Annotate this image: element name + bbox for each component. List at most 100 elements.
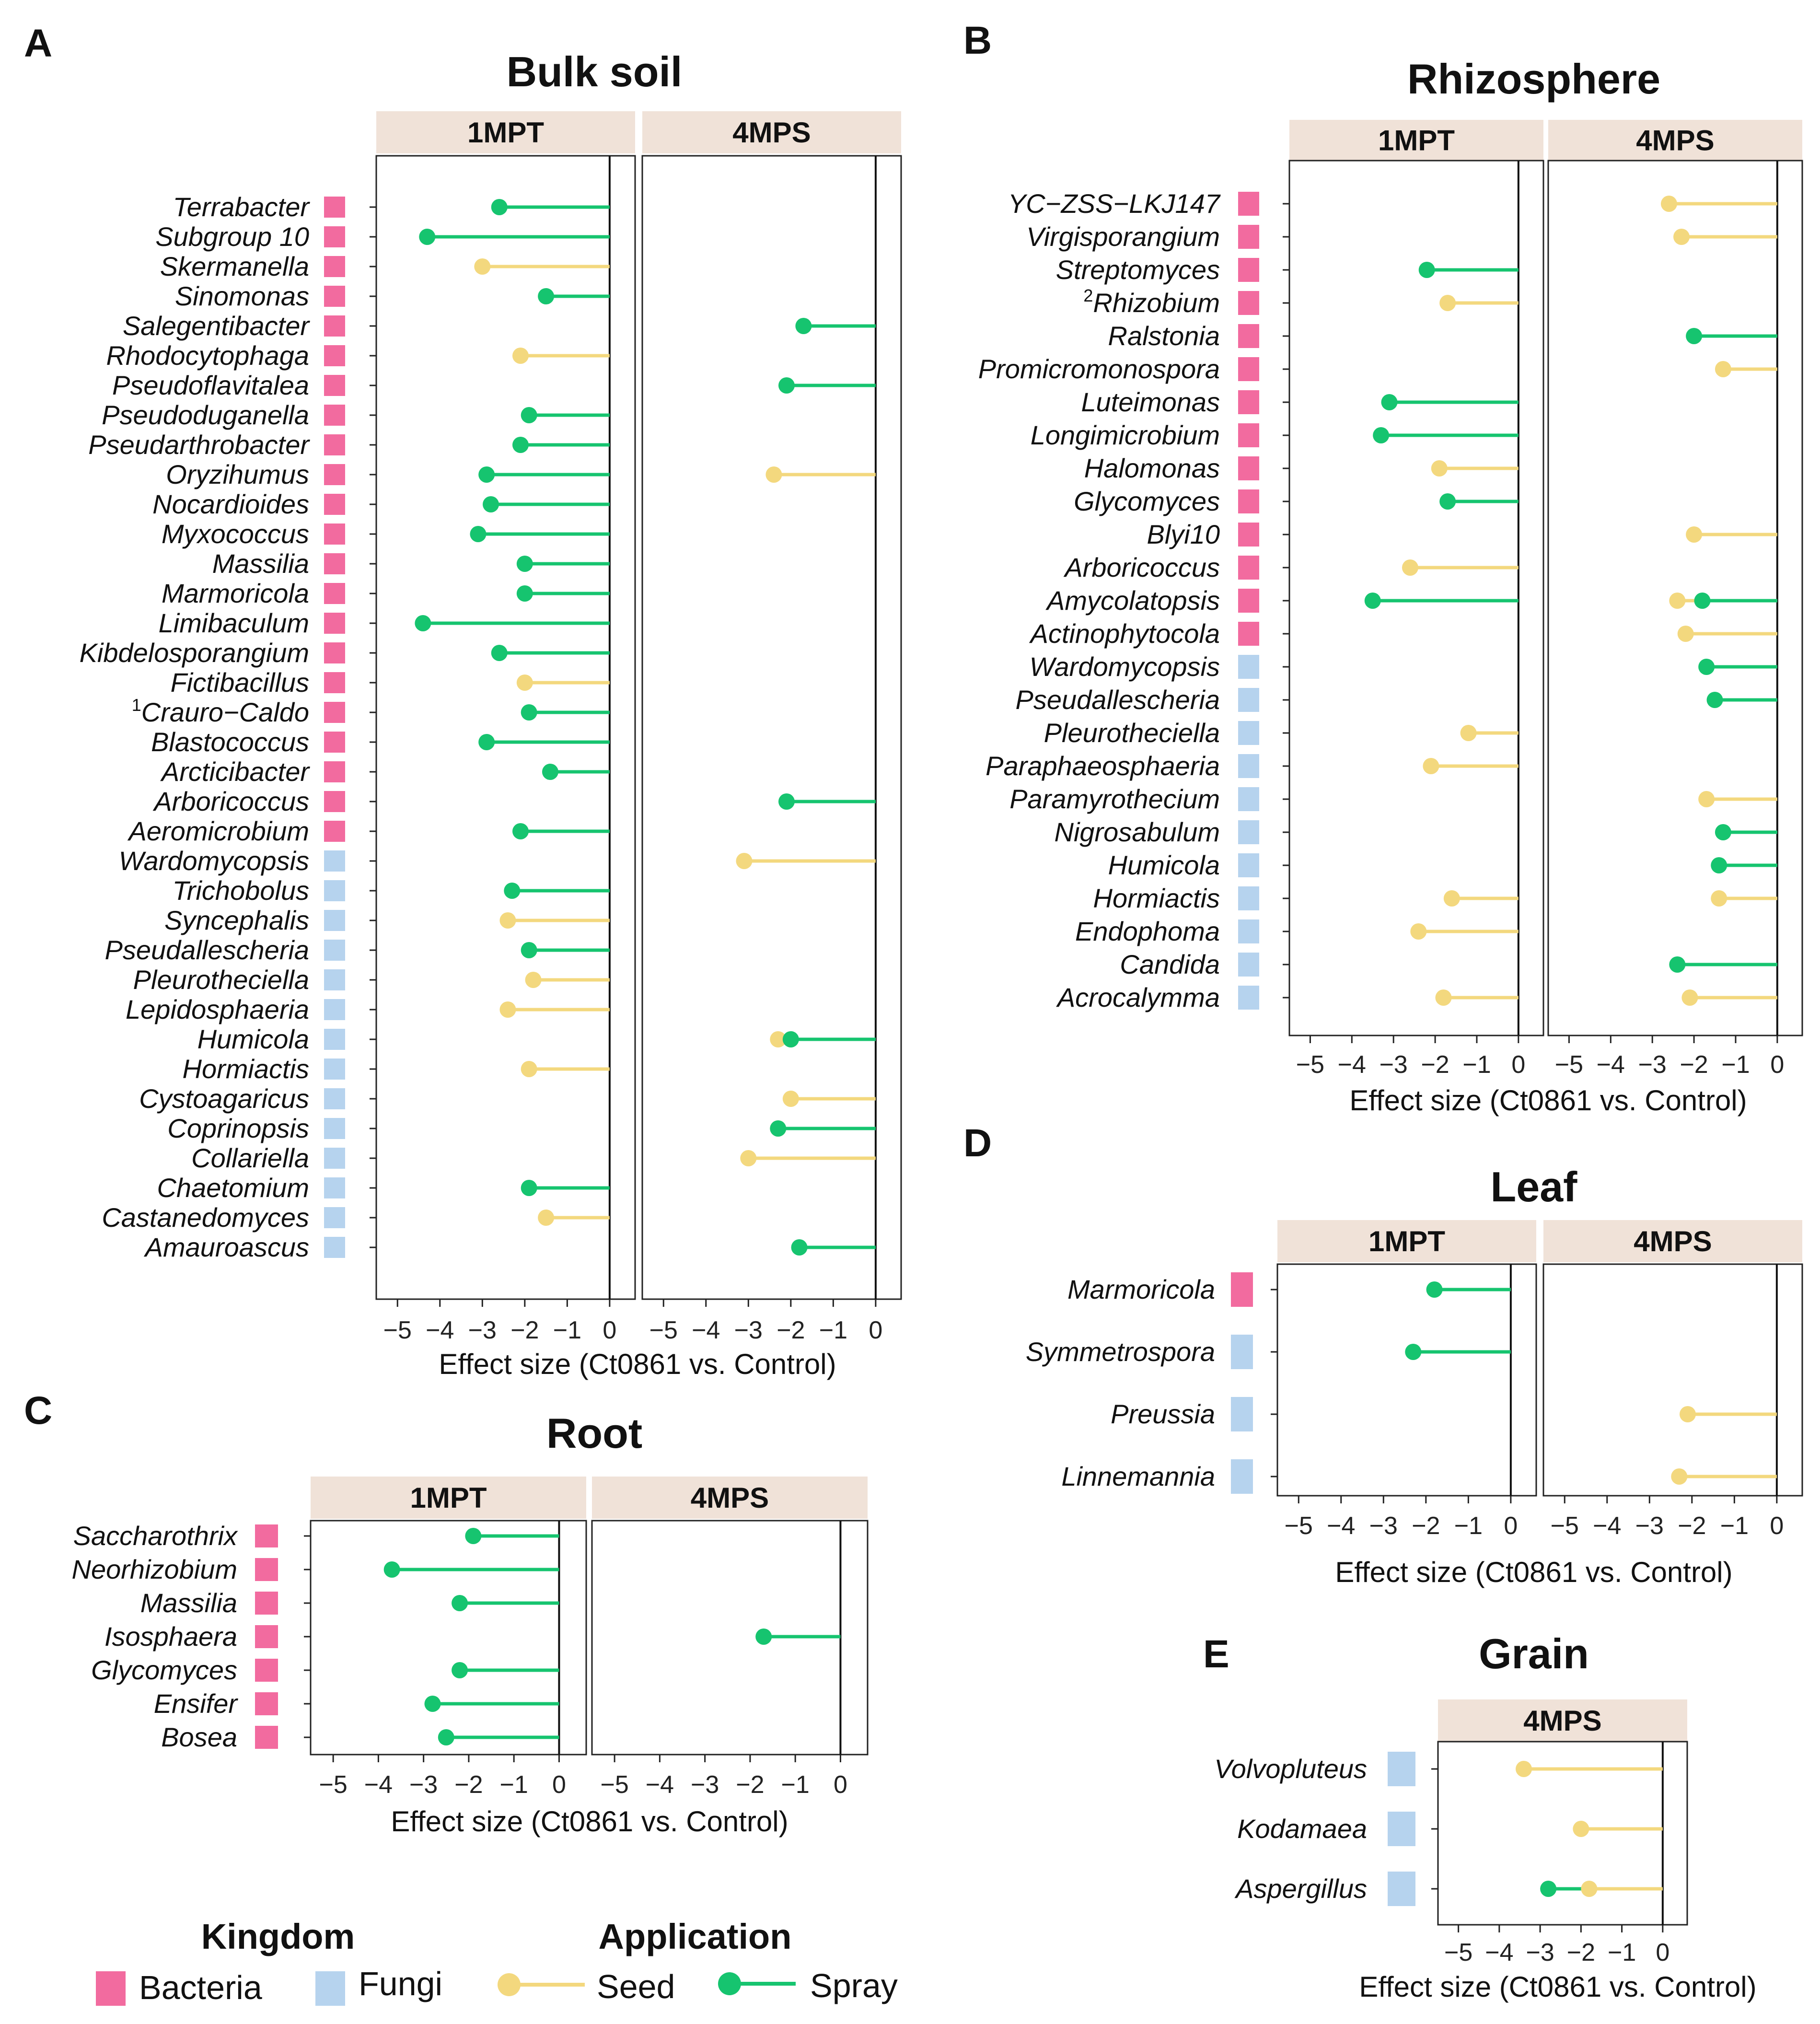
kingdom-marker [1231, 1272, 1253, 1307]
plot-frame [310, 1520, 587, 1756]
lollipop-point [1573, 1821, 1589, 1837]
taxon-label: 1Crauro−Caldo [132, 695, 309, 727]
lollipop-point [499, 1001, 516, 1018]
kingdom-marker [255, 1726, 278, 1749]
x-tick-label: −5 [383, 1316, 412, 1344]
chart-d: D Leaf 1MPT −5 −4 −3 −2 −1 0 4MPS −5 −4 −3 −2 −1 0 Marmo… [963, 1121, 1803, 1588]
facet-strip [1438, 1699, 1687, 1742]
taxon-label: Oryzihumus [166, 459, 309, 489]
kingdom-marker [255, 1625, 278, 1648]
footnote-mark: 2 [1083, 286, 1093, 305]
footnote-mark: 1 [132, 695, 141, 715]
kingdom-marker [255, 1692, 278, 1715]
lollipop-point [795, 318, 812, 334]
kingdom-marker [324, 375, 345, 396]
kingdom-marker [324, 1118, 345, 1139]
chart-title: Root [546, 1409, 642, 1457]
facet-strip [311, 1477, 586, 1519]
x-tick-label: −1 [1462, 1051, 1491, 1079]
kingdom-marker [1388, 1812, 1415, 1846]
lollipop-point [538, 1210, 555, 1226]
lollipop-point [465, 1528, 482, 1544]
taxon-label: Nigrosabulum [1055, 817, 1220, 847]
lollipop-point [504, 883, 521, 899]
lollipop-point [438, 1729, 454, 1745]
taxon-label: Paraphaeosphaeria [985, 751, 1220, 781]
kingdom-marker [1238, 589, 1259, 613]
taxon-label: Luteimonas [1081, 387, 1220, 417]
lollipop-point [542, 764, 558, 780]
kingdom-marker [324, 672, 345, 693]
kingdom-marker [1238, 456, 1259, 480]
x-tick-label: −2 [454, 1771, 483, 1799]
x-tick-label: −4 [646, 1771, 674, 1799]
lollipop-point [782, 1091, 799, 1107]
panel-letter: C [24, 1389, 52, 1432]
legend-bacteria-label: Bacteria [139, 1969, 262, 2006]
taxon-label: Hormiactis [183, 1054, 309, 1084]
taxon-label: Fictibacillus [171, 667, 309, 698]
kingdom-marker [1238, 423, 1259, 447]
taxon-label: Halomonas [1084, 453, 1220, 483]
kingdom-marker [324, 642, 345, 663]
facet-label: 4MPS [691, 1482, 769, 1514]
x-tick-label: −2 [510, 1316, 539, 1344]
taxon-label: Humicola [1108, 850, 1220, 880]
chart-c: C Root 1MPT −5 −4 −3 −2 −1 0 4MPS −5 −4 −3 −2 −1 0 Sacch… [24, 1389, 869, 1838]
legend-seed-point [498, 1973, 521, 1996]
lollipop-point [1715, 361, 1731, 377]
plot-frame [1437, 1741, 1688, 1926]
taxon-name: Crauro−Caldo [141, 697, 309, 727]
lollipop-point [516, 585, 533, 602]
x-tick-label: −1 [500, 1771, 528, 1799]
kingdom-marker [324, 523, 345, 545]
x-axis-label: Effect size (Ct0861 vs. Control) [439, 1348, 836, 1380]
legend-fungi-swatch [315, 1971, 345, 2006]
lollipop-point [1581, 1881, 1598, 1897]
taxon-label: Neorhizobium [72, 1554, 238, 1584]
taxon-label: Arboricoccus [152, 786, 309, 816]
x-tick-label: −2 [736, 1771, 764, 1799]
x-tick-label: −3 [1369, 1512, 1398, 1540]
lollipop-point [1431, 460, 1448, 477]
taxon-label: Glycomyces [91, 1655, 237, 1685]
taxon-label: Skermanella [160, 251, 309, 281]
kingdom-marker [255, 1558, 278, 1581]
kingdom-marker [324, 494, 345, 515]
legend-fungi-label: Fungi [359, 1965, 442, 2002]
lollipop-point [521, 942, 537, 958]
x-tick-label: −3 [734, 1316, 763, 1344]
facet-strip [642, 111, 901, 153]
x-tick-label: −2 [777, 1316, 805, 1344]
kingdom-marker [324, 434, 345, 455]
taxon-label: Symmetrospora [1026, 1337, 1215, 1367]
x-tick-label: −5 [319, 1771, 347, 1799]
kingdom-marker [1238, 523, 1259, 547]
lollipop-point [491, 645, 508, 661]
kingdom-marker [324, 286, 345, 307]
x-tick-label: 0 [1770, 1512, 1784, 1540]
plot-frame [375, 155, 636, 1300]
taxon-label: Wardomycopsis [119, 846, 309, 876]
taxon-label: Massilia [212, 548, 309, 579]
lollipop-point [521, 704, 537, 721]
x-tick-label: −4 [1597, 1051, 1625, 1079]
kingdom-marker [324, 226, 345, 247]
x-tick-label: −1 [1721, 1051, 1750, 1079]
panel-letter: E [1203, 1632, 1229, 1676]
lollipop-point [424, 1696, 441, 1712]
lollipop-point [770, 1031, 787, 1047]
lollipop-point [538, 288, 555, 304]
x-tick-label: 0 [603, 1316, 616, 1344]
taxon-label: Rhodocytophaga [106, 340, 309, 371]
chart-title: Grain [1479, 1630, 1589, 1677]
kingdom-marker [324, 910, 345, 931]
x-tick-label: −4 [1327, 1512, 1355, 1540]
x-tick-label: −1 [819, 1316, 847, 1344]
taxon-label: Trichobolus [173, 875, 309, 906]
taxon-label: Chaetomium [157, 1173, 309, 1203]
kingdom-marker [324, 1177, 345, 1198]
kingdom-marker [1238, 688, 1259, 712]
kingdom-marker [324, 761, 345, 782]
taxon-label: Arcticibacter [160, 756, 310, 787]
